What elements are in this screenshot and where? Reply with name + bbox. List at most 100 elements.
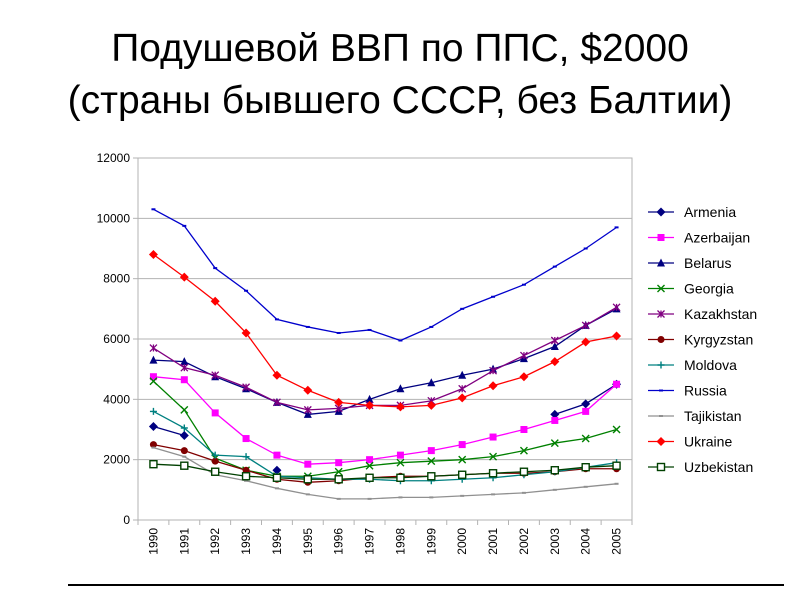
data-point-ukraine: [457, 393, 467, 403]
data-point-azerbaijan: [242, 435, 250, 443]
x-tick-label: 2003: [548, 528, 562, 555]
data-point-ukraine: [550, 357, 560, 367]
data-point-georgia: [334, 467, 343, 476]
legend-label-tajikistan: Tajikistan: [684, 408, 742, 424]
data-point-azerbaijan: [304, 460, 312, 468]
data-point-uzbekistan: [365, 473, 374, 482]
data-point-kazakhstan: [612, 303, 621, 312]
data-point-azerbaijan: [613, 380, 621, 388]
data-point-armenia: [179, 431, 189, 441]
x-tick-label: 1997: [363, 528, 377, 555]
x-tick-label: 2005: [610, 528, 624, 555]
legend-label-belarus: Belarus: [684, 255, 731, 271]
data-point-azerbaijan: [551, 416, 559, 424]
data-point-azerbaijan: [427, 447, 435, 455]
series-line-azerbaijan: [153, 376, 617, 465]
series-line-belarus: [153, 308, 617, 416]
data-point-kazakhstan: [211, 371, 220, 380]
data-point-azerbaijan: [273, 451, 281, 459]
data-point-armenia: [272, 465, 282, 475]
data-point-georgia: [519, 446, 528, 455]
x-tick-label: 2000: [455, 528, 469, 555]
series-line-armenia: [153, 425, 185, 437]
data-point-kyrgyzstan: [211, 457, 219, 465]
data-point-belarus: [396, 384, 405, 393]
legend-marker-georgia: [657, 284, 665, 293]
x-tick-label: 1990: [146, 528, 160, 555]
data-point-azerbaijan: [396, 451, 404, 459]
legend-marker-kazakhstan: [657, 310, 665, 318]
data-point-kazakhstan: [519, 351, 528, 360]
series-line-kyrgyzstan: [153, 443, 617, 483]
data-point-uzbekistan: [457, 470, 467, 479]
data-point-belarus: [458, 370, 467, 379]
data-point-armenia: [148, 421, 158, 431]
data-point-kyrgyzstan: [180, 447, 188, 455]
y-tick-label: 4000: [103, 392, 130, 406]
data-point-uzbekistan: [612, 461, 621, 470]
data-point-uzbekistan: [519, 467, 529, 476]
data-point-georgia: [427, 457, 436, 466]
data-point-ukraine: [488, 381, 498, 391]
data-point-ukraine: [581, 337, 591, 347]
legend-label-armenia: Armenia: [684, 204, 736, 220]
x-tick-label: 2001: [486, 528, 500, 555]
data-point-georgia: [612, 425, 621, 434]
data-point-georgia: [489, 452, 498, 461]
data-point-moldova: [180, 424, 188, 432]
data-point-ukraine: [148, 250, 158, 260]
data-point-kyrgyzstan: [242, 466, 250, 474]
x-tick-label: 1998: [393, 528, 407, 555]
legend-marker-armenia: [656, 207, 666, 217]
legend-marker-kyrgyzstan: [657, 336, 665, 343]
legend-marker-belarus: [657, 258, 665, 267]
series-line-ukraine: [153, 254, 617, 408]
legend-label-russia: Russia: [684, 383, 727, 399]
legend-label-kazakhstan: Kazakhstan: [684, 306, 757, 322]
data-point-azerbaijan: [520, 426, 528, 433]
legend-label-ukraine: Ukraine: [684, 434, 732, 450]
y-tick-label: 12000: [97, 151, 131, 165]
data-point-uzbekistan: [427, 472, 436, 481]
x-tick-label: 2002: [517, 528, 531, 555]
data-point-uzbekistan: [180, 461, 189, 470]
data-point-uzbekistan: [241, 472, 251, 481]
x-tick-label: 1996: [332, 528, 346, 555]
data-point-belarus: [180, 357, 189, 366]
series-line-georgia: [152, 380, 617, 477]
data-point-ukraine: [612, 331, 622, 341]
data-point-ukraine: [426, 400, 436, 410]
data-point-ukraine: [365, 400, 375, 410]
data-point-georgia: [365, 461, 374, 470]
x-tick-label: 1991: [177, 528, 191, 555]
data-point-uzbekistan: [488, 469, 498, 478]
data-point-ukraine: [334, 397, 344, 407]
data-point-moldova: [242, 453, 250, 461]
x-tick-label: 1993: [239, 528, 253, 555]
data-point-uzbekistan: [334, 475, 343, 484]
data-point-azerbaijan: [335, 459, 343, 467]
title-line-1: Подушевой ВВП по ППС, $2000: [111, 27, 689, 70]
y-tick-label: 10000: [97, 211, 131, 225]
data-point-armenia: [581, 399, 591, 409]
legend-label-moldova: Moldova: [684, 357, 737, 373]
data-point-georgia: [550, 439, 559, 448]
legend-label-azerbaijan: Azerbaijan: [684, 230, 750, 246]
bottom-divider: [68, 584, 784, 586]
data-point-azerbaijan: [582, 407, 590, 415]
data-point-kazakhstan: [550, 336, 559, 345]
data-point-kazakhstan: [272, 398, 281, 407]
data-point-kazakhstan: [458, 384, 467, 393]
series-line-uzbekistan: [153, 463, 617, 480]
x-tick-label: 1999: [424, 528, 438, 555]
data-point-kazakhstan: [303, 405, 312, 414]
data-point-belarus: [427, 378, 436, 387]
data-point-uzbekistan: [303, 475, 313, 484]
data-point-moldova: [149, 407, 157, 415]
data-point-ukraine: [519, 372, 529, 382]
data-point-kazakhstan: [180, 363, 189, 372]
data-point-georgia: [149, 377, 158, 386]
data-point-azerbaijan: [211, 409, 219, 417]
data-point-ukraine: [210, 296, 220, 306]
